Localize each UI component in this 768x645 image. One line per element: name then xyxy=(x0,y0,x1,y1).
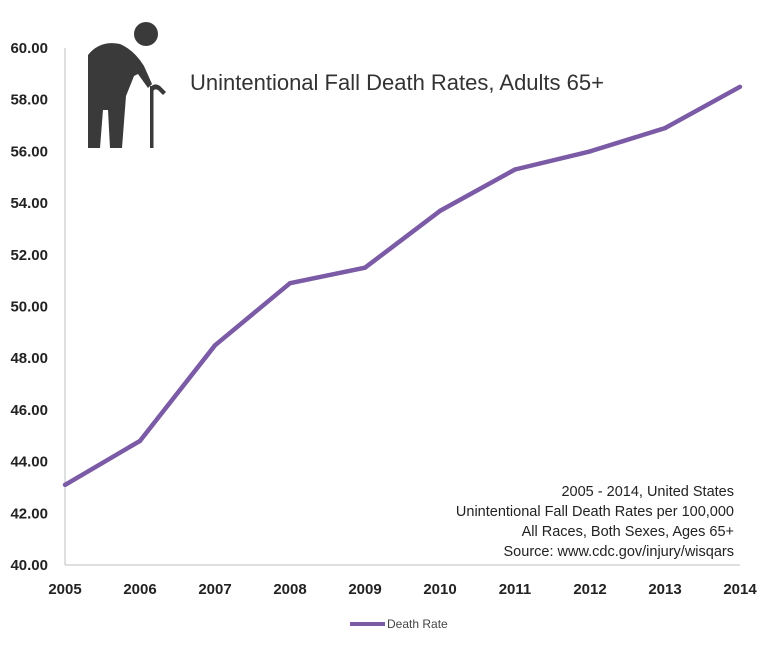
annotation-block: 2005 - 2014, United States Unintentional … xyxy=(456,484,734,560)
annotation-line: 2005 - 2014, United States xyxy=(561,484,734,500)
data-point xyxy=(662,125,668,131)
data-point xyxy=(362,265,368,270)
data-point xyxy=(137,438,143,444)
x-tick-label: 2006 xyxy=(123,581,156,598)
y-tick-label: 48.00 xyxy=(10,350,48,367)
annotation-line: All Races, Both Sexes, Ages 65+ xyxy=(522,524,734,540)
data-point xyxy=(737,84,743,89)
y-tick-label: 54.00 xyxy=(10,195,48,212)
y-tick-label: 42.00 xyxy=(10,505,48,522)
y-tick-label: 56.00 xyxy=(10,143,48,160)
y-tick-label: 50.00 xyxy=(10,299,48,316)
data-point xyxy=(287,281,293,286)
data-point xyxy=(212,343,218,348)
x-tick-label: 2013 xyxy=(648,581,681,598)
y-tick-label: 52.00 xyxy=(10,247,48,264)
annotation-line: Source: www.cdc.gov/injury/wisqars xyxy=(504,544,734,560)
y-tick-label: 58.00 xyxy=(10,92,48,109)
chart-title: Unintentional Fall Death Rates, Adults 6… xyxy=(190,70,604,95)
x-tick-label: 2008 xyxy=(273,581,306,598)
data-point xyxy=(512,167,518,172)
y-tick-label: 46.00 xyxy=(10,402,48,419)
y-tick-label: 44.00 xyxy=(10,454,48,471)
x-tick-label: 2010 xyxy=(423,581,456,598)
series-layer xyxy=(62,84,743,488)
annotation-line: Unintentional Fall Death Rates per 100,0… xyxy=(456,504,734,520)
elderly-person-with-cane-icon xyxy=(88,22,166,148)
x-axis-tick-labels: 2005 2006 2007 2008 2009 2010 2011 2012 2013 2014 xyxy=(48,581,757,598)
y-tick-label: 40.00 xyxy=(10,557,48,574)
y-axis-tick-labels: 40.00 42.00 44.00 46.00 48.00 50.00 52.00 54.00… xyxy=(10,40,48,574)
x-tick-label: 2014 xyxy=(723,581,757,598)
data-point xyxy=(62,482,68,488)
legend: Death Rate xyxy=(350,617,448,631)
x-tick-label: 2012 xyxy=(573,581,606,598)
series-line-death-rate xyxy=(63,84,742,487)
x-tick-label: 2007 xyxy=(198,581,231,598)
y-tick-label: 60.00 xyxy=(10,40,48,57)
x-tick-label: 2011 xyxy=(499,581,532,598)
x-tick-label: 2005 xyxy=(48,581,81,598)
data-point xyxy=(437,208,443,214)
x-tick-label: 2009 xyxy=(348,581,381,598)
legend-label: Death Rate xyxy=(387,617,448,631)
data-point xyxy=(587,149,593,154)
